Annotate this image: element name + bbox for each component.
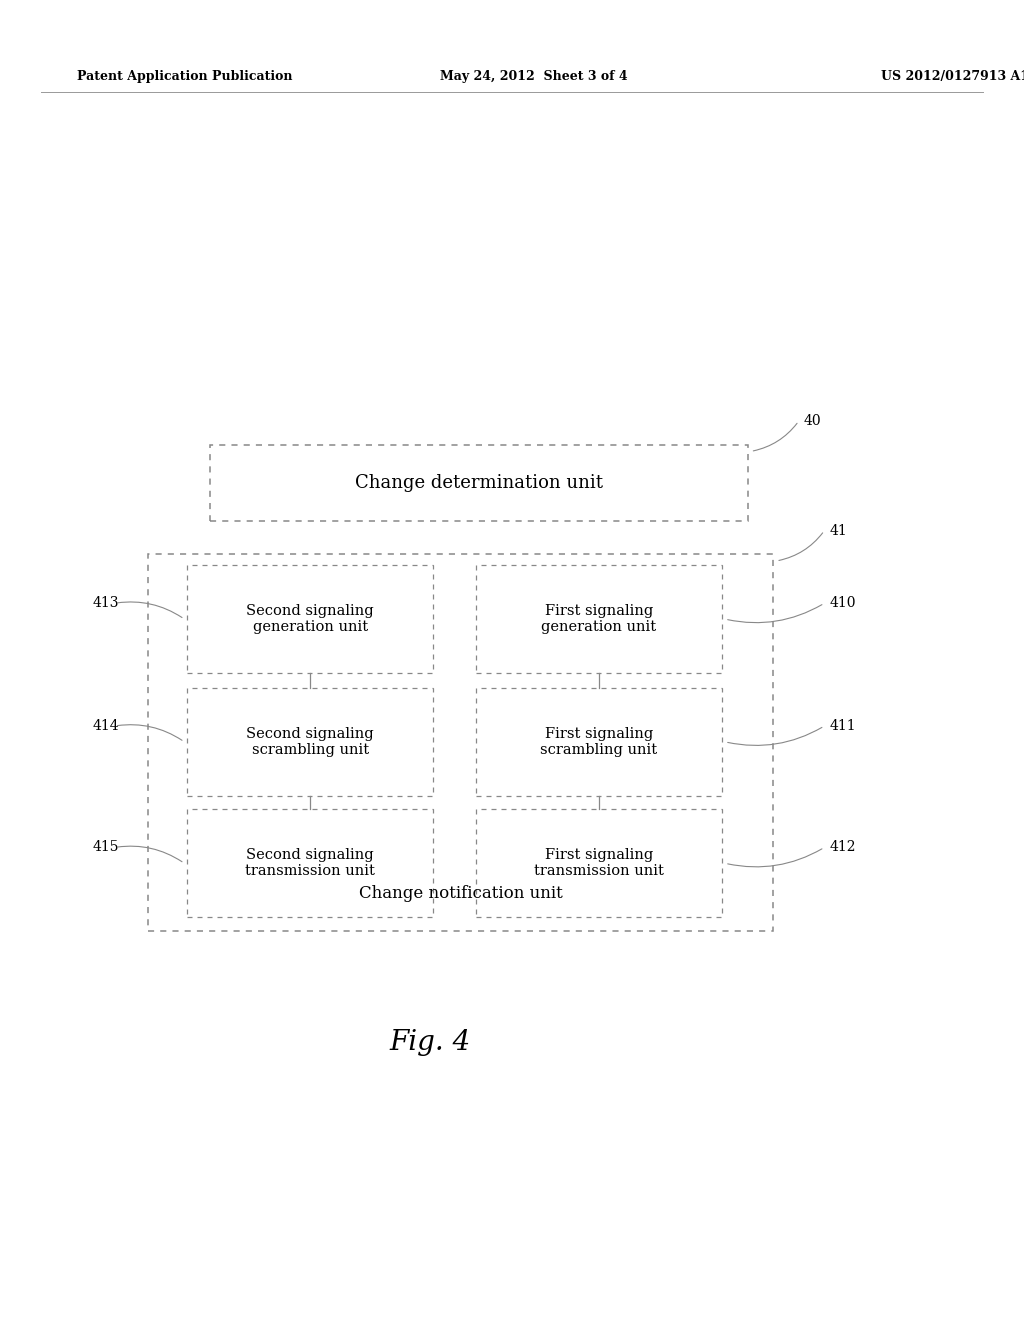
Text: Change notification unit: Change notification unit bbox=[359, 886, 562, 902]
Bar bbox=[476, 688, 722, 796]
Text: Second signaling
scrambling unit: Second signaling scrambling unit bbox=[247, 727, 374, 756]
Bar bbox=[476, 809, 722, 917]
Text: 413: 413 bbox=[92, 597, 119, 610]
Text: May 24, 2012  Sheet 3 of 4: May 24, 2012 Sheet 3 of 4 bbox=[440, 70, 628, 83]
Text: 411: 411 bbox=[829, 719, 856, 733]
Bar bbox=[476, 565, 722, 673]
Text: Patent Application Publication: Patent Application Publication bbox=[77, 70, 292, 83]
Text: 412: 412 bbox=[829, 841, 856, 854]
Text: First signaling
generation unit: First signaling generation unit bbox=[542, 605, 656, 634]
Text: 415: 415 bbox=[92, 841, 119, 854]
Text: 410: 410 bbox=[829, 597, 856, 610]
Bar bbox=[187, 688, 433, 796]
Text: First signaling
transmission unit: First signaling transmission unit bbox=[535, 849, 664, 878]
Text: 414: 414 bbox=[92, 719, 119, 733]
Text: 41: 41 bbox=[829, 524, 847, 537]
Text: Change determination unit: Change determination unit bbox=[354, 474, 603, 492]
Text: First signaling
scrambling unit: First signaling scrambling unit bbox=[541, 727, 657, 756]
Text: US 2012/0127913 A1: US 2012/0127913 A1 bbox=[881, 70, 1024, 83]
Bar bbox=[210, 445, 748, 521]
Text: Second signaling
transmission unit: Second signaling transmission unit bbox=[246, 849, 375, 878]
Bar bbox=[187, 565, 433, 673]
Text: Second signaling
generation unit: Second signaling generation unit bbox=[247, 605, 374, 634]
Text: 40: 40 bbox=[804, 414, 821, 428]
Bar bbox=[187, 809, 433, 917]
Bar bbox=[148, 554, 773, 931]
Text: Fig. 4: Fig. 4 bbox=[389, 1030, 471, 1056]
